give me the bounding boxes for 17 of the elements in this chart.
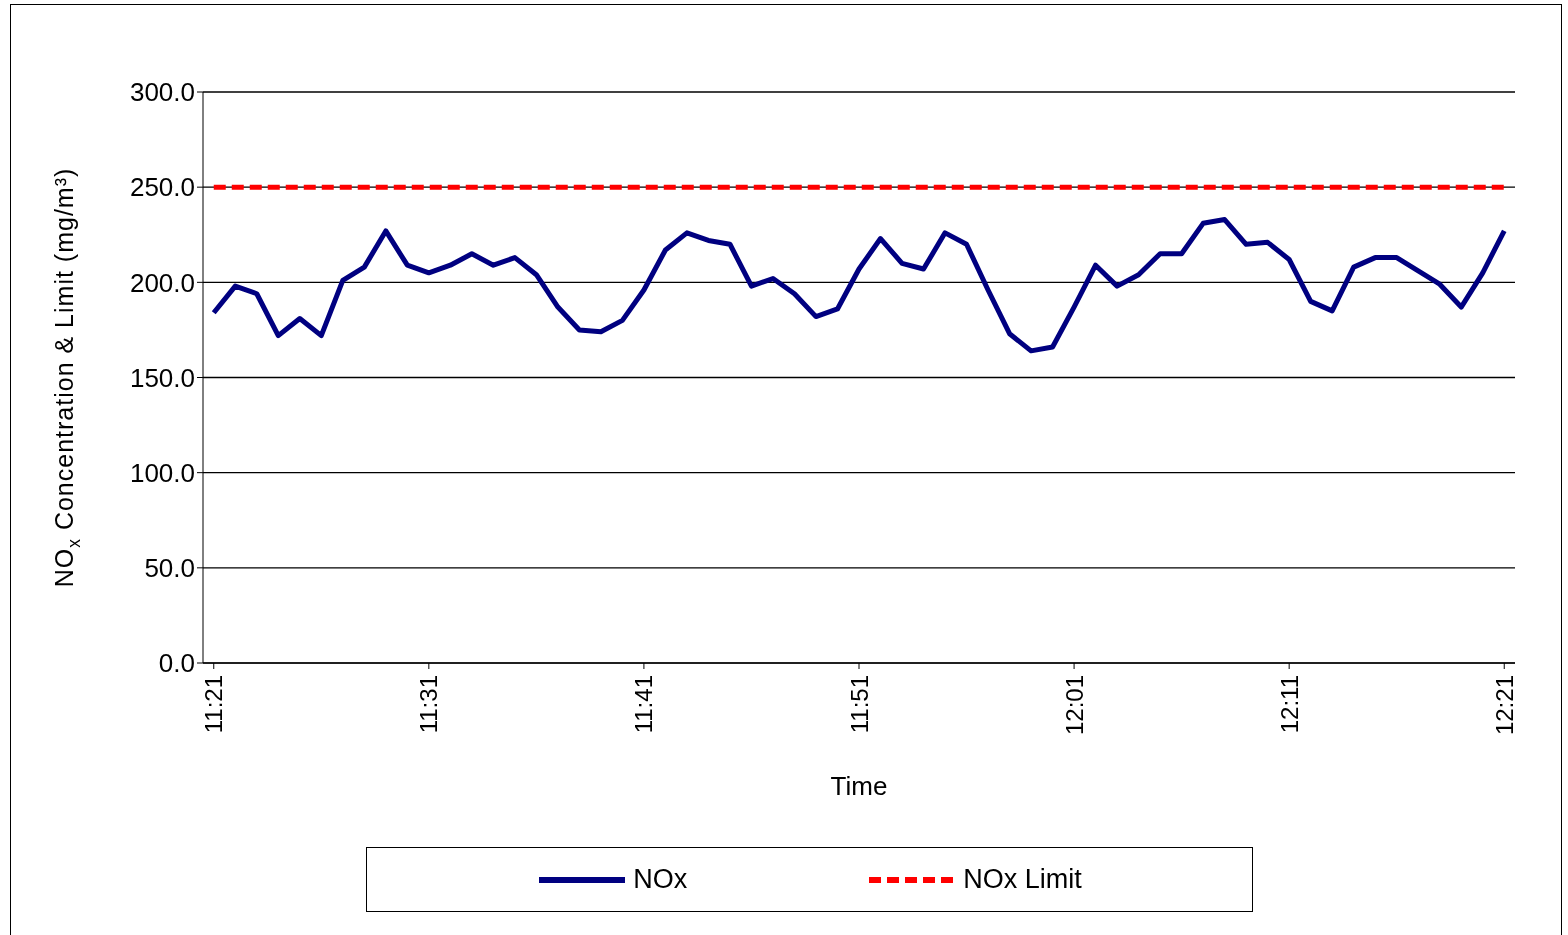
x-tick-label: 11:41: [630, 675, 658, 734]
x-tick-label: 11:31: [415, 675, 443, 734]
y-tick-label: 100.0: [129, 457, 195, 488]
legend-label: NOx: [633, 864, 688, 895]
y-tick-label: 50.0: [144, 553, 195, 584]
y-tick-label: 200.0: [129, 267, 195, 298]
y-tick-label: 0.0: [158, 648, 195, 679]
x-tick-label: 11:51: [845, 675, 873, 734]
y-tick-label: 250.0: [129, 172, 195, 203]
y-tick-label: 150.0: [129, 362, 195, 393]
x-tick-label: 11:21: [200, 675, 228, 734]
legend-label: NOx Limit: [963, 864, 1082, 895]
x-tick-label: 12:11: [1275, 675, 1303, 734]
x-axis-title: Time: [830, 771, 888, 801]
x-tick-label: 12:21: [1490, 675, 1518, 736]
y-tick-label: 300.0: [129, 77, 195, 108]
x-tick-label: 12:01: [1060, 675, 1088, 736]
